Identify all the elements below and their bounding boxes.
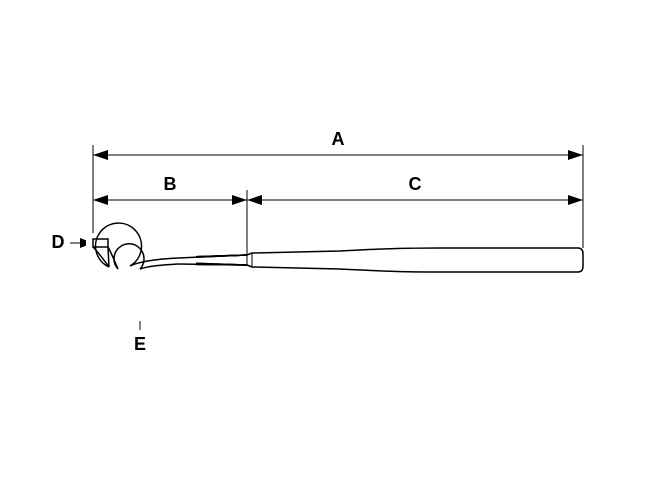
dimension-a: A	[93, 129, 583, 160]
label-d: D	[52, 232, 65, 252]
label-c: C	[409, 174, 422, 194]
label-e: E	[134, 334, 146, 354]
tool-hook	[86, 223, 247, 321]
label-b: B	[164, 174, 177, 194]
label-a: A	[332, 129, 345, 149]
dimension-c: C	[247, 174, 583, 205]
dimension-b: B	[93, 174, 247, 205]
